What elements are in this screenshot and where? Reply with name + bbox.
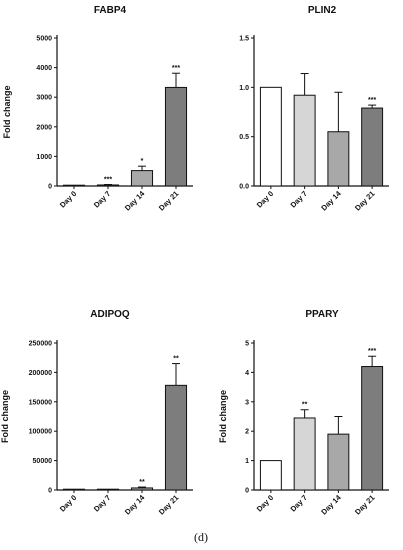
chart-title: ADIPOQ (90, 309, 130, 320)
chart-fabp4: FABP4 Fold change 0 1000 2000 3000 4000 5000 Day… (2, 5, 193, 213)
chart-adipoq: ADIPOQ Fold change 0 50000 100000 150000 20000… (0, 309, 193, 517)
bar-day-14 (130, 170, 154, 187)
y-tick-label: 2000 (36, 124, 52, 131)
y-tick-label: 5 (245, 341, 249, 348)
y-tick-label: 250000 (29, 341, 52, 348)
y-axis-label: Fold change (2, 85, 12, 138)
y-tick-label: 3000 (36, 95, 52, 102)
chart-plin2: PLIN2 0.0 0.5 1.0 1.5 Day 0 Day 7 Day 14 *** Day … (239, 5, 389, 213)
y-tick-label: 5000 (36, 36, 52, 43)
x-tick-label: Day 21 (353, 493, 376, 516)
significance-label: *** (368, 97, 376, 104)
bar-day-21 (361, 366, 384, 491)
y-tick-label: 0 (48, 184, 52, 191)
y-axis-label: Fold change (0, 390, 10, 443)
y-tick-label: 1.0 (239, 85, 249, 92)
y-tick-label: 1000 (36, 154, 52, 161)
bar-day-0 (62, 184, 86, 187)
x-tick-label: Day 0 (255, 493, 276, 514)
x-tick-label: Day 7 (289, 493, 310, 514)
y-tick-label: 3 (245, 399, 249, 406)
y-tick-label: 4 (245, 370, 249, 377)
y-tick-label: 1 (245, 458, 249, 465)
y-tick-label: 4000 (36, 65, 52, 72)
y-tick-label: 0.0 (239, 184, 249, 191)
significance-label: *** (104, 177, 112, 184)
significance-label: * (141, 158, 144, 165)
x-tick-label: Day 14 (319, 492, 343, 516)
x-tick-label: Day 7 (92, 493, 113, 514)
bar-day-0 (62, 488, 86, 491)
x-tick-label: Day 14 (123, 492, 147, 516)
y-tick-label: 2 (245, 429, 249, 436)
x-tick-label: Day 21 (157, 493, 180, 516)
chart-ppary: PPARY Fold change 0 1 2 3 4 5 Day 0 ** Day 7 Day 14… (218, 309, 389, 517)
chart-title: PPARY (305, 309, 339, 320)
x-tick-label: Day 14 (123, 188, 147, 212)
bar-day-14 (327, 131, 350, 187)
y-tick-label: 0 (48, 488, 52, 495)
bar-day-7 (293, 94, 316, 187)
x-tick-label: Day 0 (58, 493, 79, 514)
chart-title: PLIN2 (308, 5, 337, 16)
figure-caption: (d) (194, 530, 208, 544)
y-tick-label: 150000 (29, 399, 52, 406)
y-tick-label: 50000 (33, 458, 53, 465)
bar-day-21 (164, 86, 188, 187)
x-tick-label: Day 0 (255, 189, 276, 210)
significance-label: ** (173, 356, 179, 363)
significance-label: *** (368, 348, 376, 355)
bar-day-14 (327, 433, 350, 491)
x-tick-label: Day 0 (58, 189, 79, 210)
y-tick-label: 200000 (29, 370, 52, 377)
significance-label: *** (172, 65, 180, 72)
bar-day-7 (293, 417, 316, 491)
bar-day-7 (96, 184, 120, 187)
bar-day-21 (361, 107, 384, 187)
bar-day-0 (259, 460, 282, 491)
bar-day-0 (259, 86, 282, 187)
x-tick-label: Day 7 (92, 189, 113, 210)
chart-title: FABP4 (94, 5, 127, 16)
y-tick-label: 0 (245, 488, 249, 495)
x-tick-label: Day 21 (157, 189, 180, 212)
significance-label: ** (302, 402, 308, 409)
y-tick-label: 100000 (29, 429, 52, 436)
bar-day-21 (164, 384, 188, 491)
significance-label: ** (139, 479, 145, 486)
y-tick-label: 1.5 (239, 36, 249, 43)
y-tick-label: 0.5 (239, 134, 249, 141)
x-tick-label: Day 14 (319, 188, 343, 212)
y-axis-label: Fold change (218, 390, 228, 443)
bar-day-14 (130, 487, 154, 491)
x-tick-label: Day 21 (353, 189, 376, 212)
x-tick-label: Day 7 (289, 189, 310, 210)
